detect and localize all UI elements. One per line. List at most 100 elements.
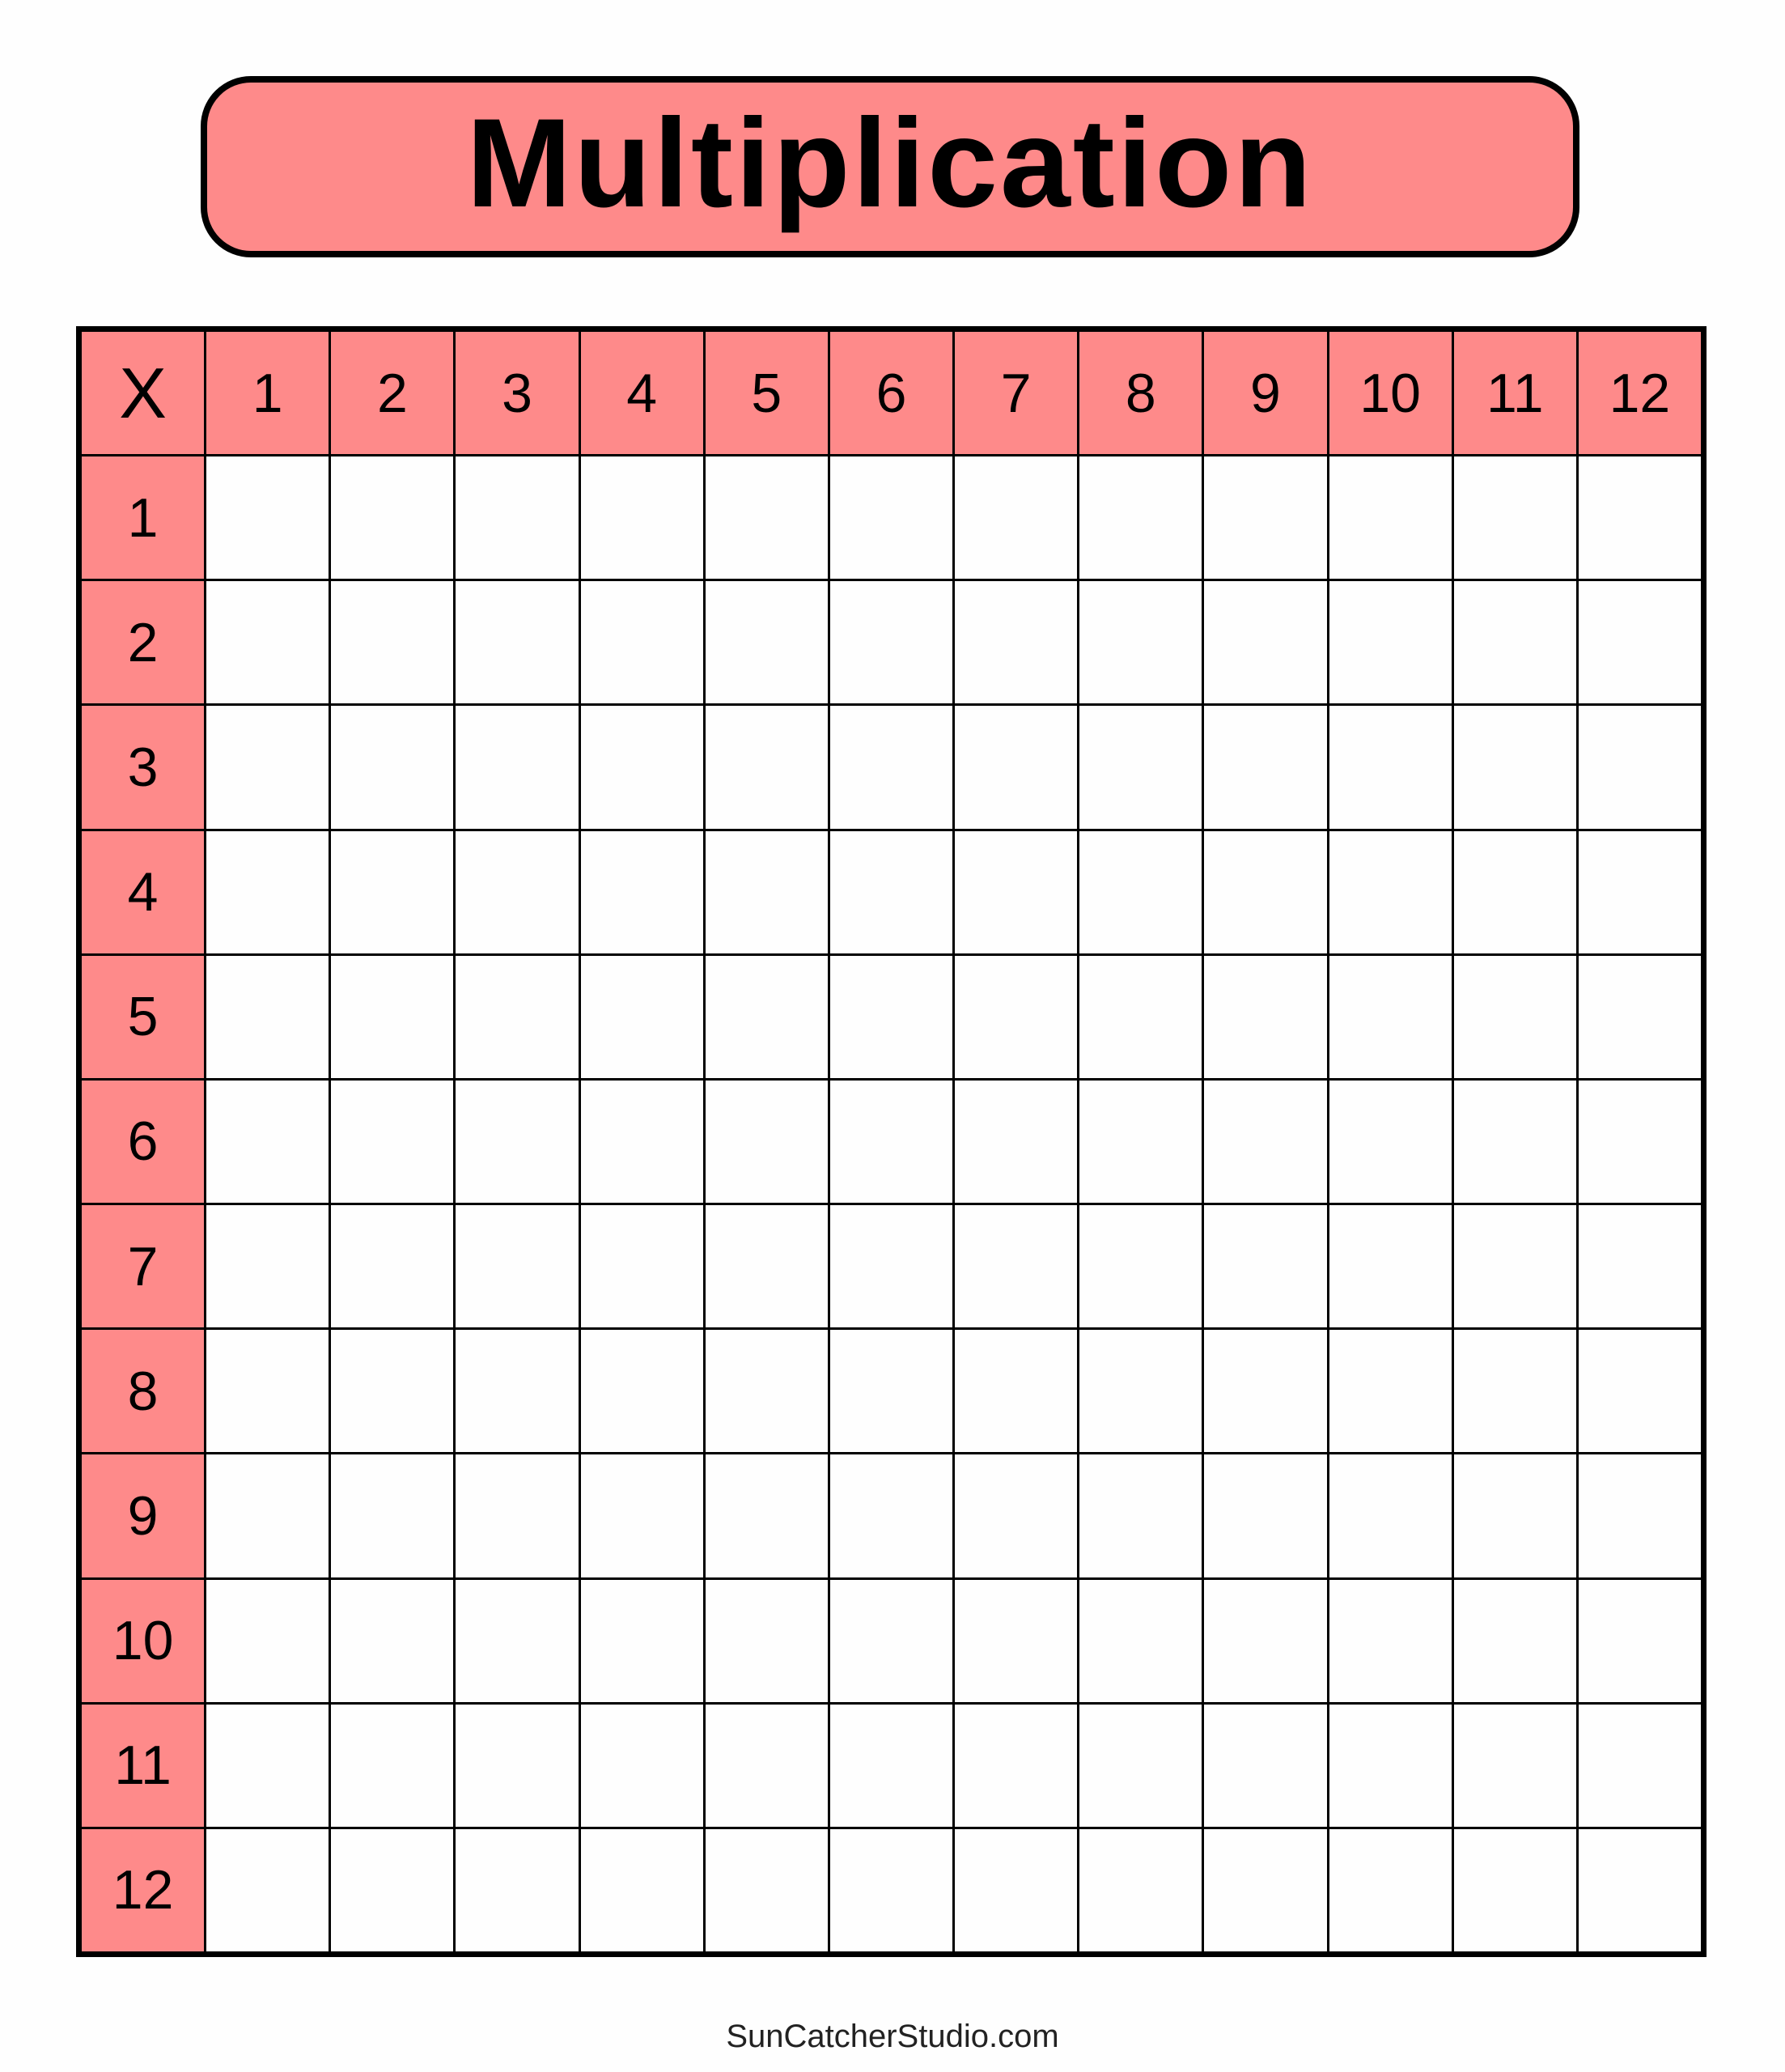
answer-cell[interactable] <box>206 1330 329 1453</box>
answer-cell[interactable] <box>1578 706 1701 829</box>
answer-cell[interactable] <box>456 456 579 580</box>
answer-cell[interactable] <box>829 1454 953 1577</box>
answer-cell[interactable] <box>1329 1330 1452 1453</box>
answer-cell[interactable] <box>580 955 703 1078</box>
answer-cell[interactable] <box>580 581 703 704</box>
answer-cell[interactable] <box>331 1828 454 1951</box>
answer-cell[interactable] <box>456 1330 579 1453</box>
answer-cell[interactable] <box>829 1330 953 1453</box>
answer-cell[interactable] <box>705 706 828 829</box>
answer-cell[interactable] <box>1578 1704 1701 1827</box>
answer-cell[interactable] <box>1079 456 1202 580</box>
answer-cell[interactable] <box>829 1579 953 1702</box>
answer-cell[interactable] <box>829 456 953 580</box>
answer-cell[interactable] <box>456 1205 579 1328</box>
answer-cell[interactable] <box>955 1454 1078 1577</box>
answer-cell[interactable] <box>705 955 828 1078</box>
answer-cell[interactable] <box>829 1704 953 1827</box>
answer-cell[interactable] <box>331 1205 454 1328</box>
answer-cell[interactable] <box>1329 1579 1452 1702</box>
answer-cell[interactable] <box>705 1454 828 1577</box>
answer-cell[interactable] <box>1329 706 1452 829</box>
answer-cell[interactable] <box>1329 581 1452 704</box>
answer-cell[interactable] <box>331 706 454 829</box>
answer-cell[interactable] <box>1329 1704 1452 1827</box>
answer-cell[interactable] <box>1329 1454 1452 1577</box>
answer-cell[interactable] <box>206 1454 329 1577</box>
answer-cell[interactable] <box>829 1828 953 1951</box>
answer-cell[interactable] <box>1079 1454 1202 1577</box>
answer-cell[interactable] <box>1453 581 1576 704</box>
answer-cell[interactable] <box>331 1579 454 1702</box>
answer-cell[interactable] <box>331 1454 454 1577</box>
answer-cell[interactable] <box>829 1205 953 1328</box>
answer-cell[interactable] <box>1204 955 1327 1078</box>
answer-cell[interactable] <box>705 1704 828 1827</box>
answer-cell[interactable] <box>206 706 329 829</box>
answer-cell[interactable] <box>456 1579 579 1702</box>
answer-cell[interactable] <box>1453 1205 1576 1328</box>
answer-cell[interactable] <box>580 1828 703 1951</box>
answer-cell[interactable] <box>1578 955 1701 1078</box>
answer-cell[interactable] <box>955 706 1078 829</box>
answer-cell[interactable] <box>1204 1330 1327 1453</box>
answer-cell[interactable] <box>331 830 454 953</box>
answer-cell[interactable] <box>206 581 329 704</box>
answer-cell[interactable] <box>1329 456 1452 580</box>
answer-cell[interactable] <box>331 1080 454 1204</box>
answer-cell[interactable] <box>1578 456 1701 580</box>
answer-cell[interactable] <box>331 955 454 1078</box>
answer-cell[interactable] <box>456 1454 579 1577</box>
answer-cell[interactable] <box>829 706 953 829</box>
answer-cell[interactable] <box>705 1828 828 1951</box>
answer-cell[interactable] <box>580 1080 703 1204</box>
answer-cell[interactable] <box>1079 1828 1202 1951</box>
answer-cell[interactable] <box>206 830 329 953</box>
answer-cell[interactable] <box>1204 1080 1327 1204</box>
answer-cell[interactable] <box>331 1704 454 1827</box>
answer-cell[interactable] <box>1079 1330 1202 1453</box>
answer-cell[interactable] <box>1079 706 1202 829</box>
answer-cell[interactable] <box>1578 830 1701 953</box>
answer-cell[interactable] <box>1204 1579 1327 1702</box>
answer-cell[interactable] <box>1453 456 1576 580</box>
answer-cell[interactable] <box>1578 581 1701 704</box>
answer-cell[interactable] <box>705 1330 828 1453</box>
answer-cell[interactable] <box>206 456 329 580</box>
answer-cell[interactable] <box>456 1080 579 1204</box>
answer-cell[interactable] <box>206 955 329 1078</box>
answer-cell[interactable] <box>1453 955 1576 1078</box>
answer-cell[interactable] <box>829 1080 953 1204</box>
answer-cell[interactable] <box>580 456 703 580</box>
answer-cell[interactable] <box>955 1205 1078 1328</box>
answer-cell[interactable] <box>1204 1454 1327 1577</box>
answer-cell[interactable] <box>1578 1080 1701 1204</box>
answer-cell[interactable] <box>955 1828 1078 1951</box>
answer-cell[interactable] <box>1204 706 1327 829</box>
answer-cell[interactable] <box>1453 1454 1576 1577</box>
answer-cell[interactable] <box>955 581 1078 704</box>
answer-cell[interactable] <box>955 830 1078 953</box>
answer-cell[interactable] <box>206 1828 329 1951</box>
answer-cell[interactable] <box>955 1704 1078 1827</box>
answer-cell[interactable] <box>829 830 953 953</box>
answer-cell[interactable] <box>580 1205 703 1328</box>
answer-cell[interactable] <box>331 1330 454 1453</box>
answer-cell[interactable] <box>1204 1828 1327 1951</box>
answer-cell[interactable] <box>1453 1330 1576 1453</box>
answer-cell[interactable] <box>206 1579 329 1702</box>
answer-cell[interactable] <box>580 1704 703 1827</box>
answer-cell[interactable] <box>955 1579 1078 1702</box>
answer-cell[interactable] <box>1578 1454 1701 1577</box>
answer-cell[interactable] <box>1329 1205 1452 1328</box>
answer-cell[interactable] <box>1204 1704 1327 1827</box>
answer-cell[interactable] <box>705 1579 828 1702</box>
answer-cell[interactable] <box>1453 1080 1576 1204</box>
answer-cell[interactable] <box>331 456 454 580</box>
answer-cell[interactable] <box>580 706 703 829</box>
answer-cell[interactable] <box>1329 1080 1452 1204</box>
answer-cell[interactable] <box>456 706 579 829</box>
answer-cell[interactable] <box>580 830 703 953</box>
answer-cell[interactable] <box>331 581 454 704</box>
answer-cell[interactable] <box>1329 830 1452 953</box>
